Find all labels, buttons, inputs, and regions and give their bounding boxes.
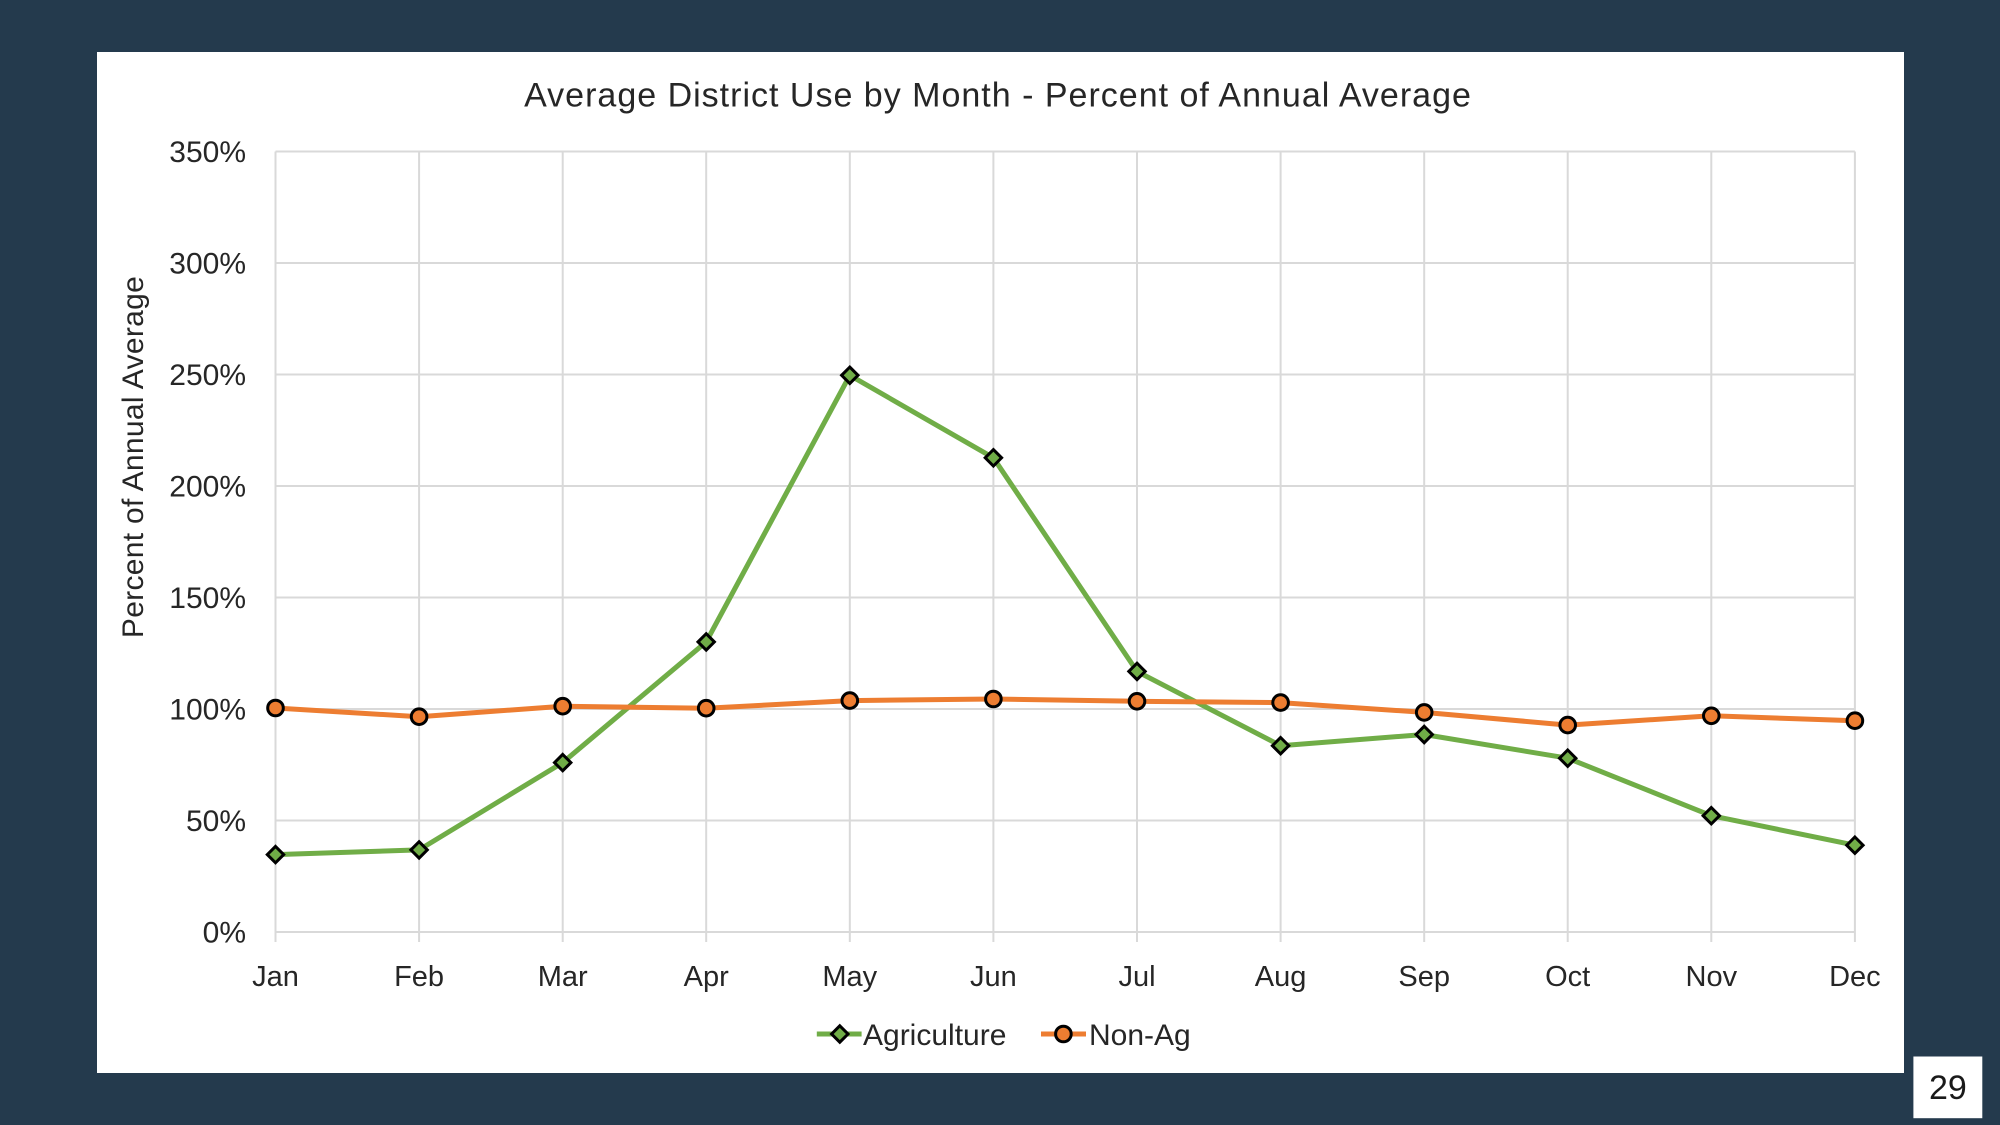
svg-text:May: May (822, 961, 877, 993)
svg-text:200%: 200% (169, 471, 246, 504)
svg-text:Apr: Apr (684, 961, 729, 993)
svg-text:Jan: Jan (252, 961, 299, 993)
svg-text:Aug: Aug (1255, 961, 1307, 993)
svg-text:Oct: Oct (1545, 961, 1590, 993)
svg-text:Feb: Feb (394, 961, 444, 993)
svg-text:50%: 50% (186, 805, 246, 838)
svg-text:Agriculture: Agriculture (863, 1019, 1006, 1052)
svg-text:100%: 100% (169, 694, 246, 727)
svg-text:250%: 250% (169, 359, 246, 392)
svg-text:Non-Ag: Non-Ag (1089, 1019, 1191, 1052)
svg-text:Jul: Jul (1118, 961, 1155, 993)
svg-text:Sep: Sep (1398, 961, 1450, 993)
svg-text:Nov: Nov (1686, 961, 1738, 993)
svg-text:Dec: Dec (1829, 961, 1881, 993)
svg-text:Percent of Annual Average: Percent of Annual Average (117, 276, 150, 638)
svg-text:29: 29 (1929, 1069, 1967, 1107)
svg-text:Mar: Mar (538, 961, 588, 993)
svg-text:150%: 150% (169, 582, 246, 615)
svg-text:Jun: Jun (970, 961, 1017, 993)
svg-text:0%: 0% (203, 917, 246, 950)
svg-text:350%: 350% (169, 136, 246, 169)
svg-text:300%: 300% (169, 248, 246, 281)
svg-text:Average District Use by Month: Average District Use by Month - Percent … (524, 77, 1472, 115)
